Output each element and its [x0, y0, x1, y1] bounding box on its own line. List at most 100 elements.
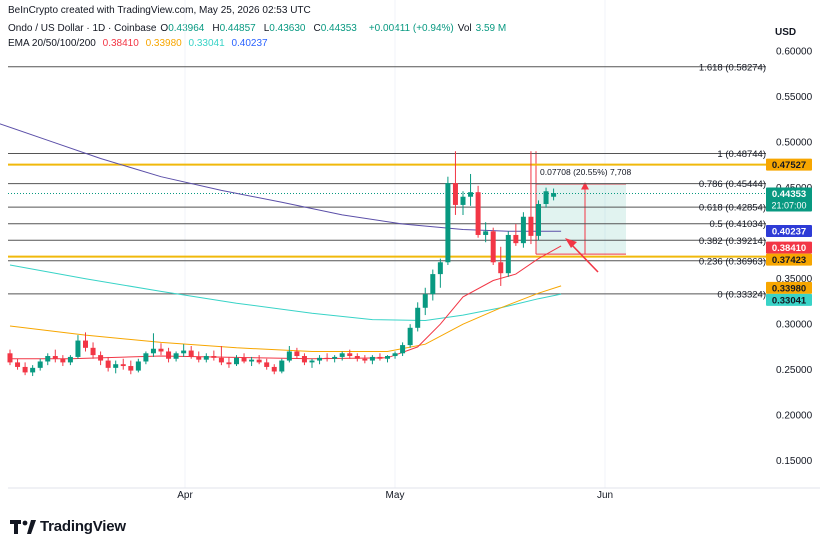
candle-body [392, 353, 398, 357]
candle-body [369, 356, 375, 361]
y-tick-label: 0.55000 [776, 92, 813, 103]
volume-label: Vol 3.59 M [457, 23, 507, 34]
price-tag-sublabel: 21:07:00 [771, 201, 806, 211]
measure-label-bg [537, 165, 661, 178]
candle-body [188, 350, 194, 357]
y-tick-label: 0.35000 [776, 274, 813, 285]
candle-body [415, 307, 421, 328]
candle-body [143, 353, 149, 362]
symbol-legend: Ondo / US Dollar · 1D · Coinbase O0.43964… [8, 23, 514, 34]
price-tag-label: 0.40237 [772, 226, 806, 237]
candle-body [505, 234, 511, 274]
ohlc-o: O0.43964 [160, 23, 205, 34]
price-tag-label: 0.38410 [772, 243, 806, 254]
ema50-line [9, 285, 562, 352]
candle-body [90, 347, 96, 356]
candle-body [452, 183, 458, 205]
fib-label: 1 (0.48744) [717, 149, 766, 160]
candle-body [30, 367, 36, 373]
candle-body [437, 262, 443, 275]
candle-body [475, 192, 481, 235]
y-tick-label: 0.50000 [776, 138, 813, 149]
tradingview-logo: TradingView [10, 518, 126, 535]
price-tag [766, 293, 812, 306]
candle-body [543, 191, 549, 205]
candle-body [377, 356, 383, 359]
ema200-value: 0.40237 [231, 38, 268, 49]
price-change: +0.00411 (+0.94%) [368, 23, 454, 34]
price-tag-label: 0.33980 [772, 283, 806, 294]
y-tick-label: 0.30000 [776, 320, 813, 331]
fib-label: 0 (0.33324) [717, 289, 766, 300]
currency-label[interactable]: USD [775, 27, 797, 38]
candle-body [241, 357, 247, 362]
x-tick-label: Jun [597, 490, 613, 501]
candle-body [385, 356, 390, 359]
candle-body [166, 351, 172, 359]
candle-body [536, 204, 541, 236]
fib-label: 0.5 (0.41034) [709, 219, 766, 230]
candle-body [483, 231, 489, 235]
tradingview-logo-icon [10, 519, 36, 534]
candle-body [67, 356, 73, 363]
ohlc-l: L0.43630 [263, 23, 306, 34]
candle-body [158, 348, 164, 352]
candle-body [203, 356, 209, 360]
measure-arrow-head [581, 182, 589, 190]
candle-body [362, 358, 368, 361]
candle-body [218, 357, 224, 363]
candle-body [128, 366, 134, 371]
ema100-line [9, 264, 562, 322]
candle-body [105, 360, 111, 368]
price-tag [766, 241, 812, 254]
price-tag [766, 224, 812, 237]
ema-label[interactable]: EMA 20/50/100/200 [8, 38, 96, 49]
candle-body [150, 348, 156, 354]
candle-body [301, 356, 307, 363]
candle-body [15, 362, 21, 367]
candle-body [264, 362, 270, 367]
candle-body [294, 351, 300, 357]
x-tick-label: May [386, 490, 405, 501]
measure-label: 0.07708 (20.55%) 7,708 [540, 167, 631, 177]
annotation-arrow-line [569, 242, 599, 273]
candle-body [407, 327, 413, 346]
candle-body [75, 340, 81, 357]
symbol-name[interactable]: Ondo / US Dollar · 1D · Coinbase [8, 23, 157, 34]
price-tag [766, 281, 812, 294]
y-tick-label: 0.60000 [776, 47, 813, 58]
candle-body [249, 359, 255, 362]
candle-body [430, 274, 436, 295]
x-tick-label: Apr [177, 490, 193, 501]
candle-body [271, 366, 277, 372]
price-tag-label: 0.33041 [772, 295, 807, 306]
candle-body [181, 350, 187, 354]
ema-legend: EMA 20/50/100/200 0.38410 0.33980 0.3304… [8, 38, 272, 49]
candle-body [422, 294, 428, 308]
candle-body [317, 357, 323, 361]
candle-body [173, 353, 179, 359]
candle-body [309, 360, 315, 363]
candle-body [498, 262, 504, 274]
candle-body [52, 356, 58, 359]
ema20-value: 0.38410 [102, 38, 139, 49]
ohlc-values: O0.43964 H0.44857 L0.43630 C0.44353 [160, 23, 364, 34]
candle-body [468, 192, 474, 197]
ema20-line [10, 245, 562, 360]
candle-body [324, 357, 330, 359]
candle-body [520, 216, 526, 244]
price-tag-label: 0.44353 [772, 189, 806, 200]
fib-label: 0.236 (0.36963) [699, 256, 766, 267]
fib-label: 1.618 (0.58274) [699, 62, 766, 73]
candle-body [528, 216, 534, 236]
candle-body [400, 345, 406, 354]
price-tag [766, 253, 812, 266]
candle-body [513, 234, 519, 244]
candle-body [135, 361, 141, 371]
candle-body [339, 353, 345, 357]
y-tick-label: 0.25000 [776, 365, 813, 376]
chart-credit: BeInCrypto created with TradingView.com,… [8, 5, 311, 16]
candle-body [211, 356, 217, 358]
candle-body [45, 356, 51, 362]
